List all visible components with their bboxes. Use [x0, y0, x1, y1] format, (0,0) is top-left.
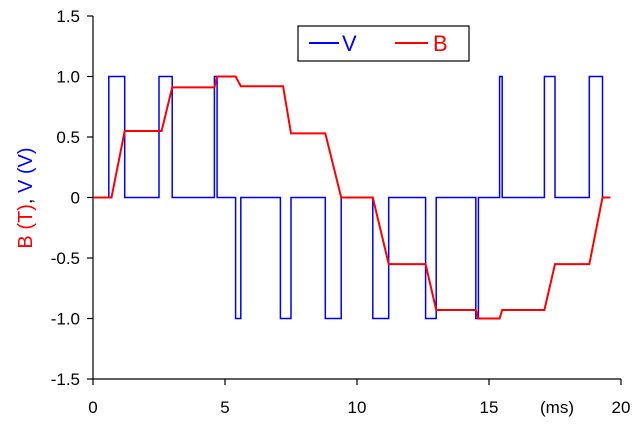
y-tick-label: -0.5 — [51, 249, 80, 268]
series-layer — [93, 75, 611, 320]
y-axis-label: B (T), V (V) — [15, 147, 37, 248]
series-line-b — [93, 75, 611, 320]
y-tick-label: 1.5 — [56, 7, 80, 26]
y-label-part-0: B (T) — [15, 204, 37, 248]
x-tick-label: 0 — [88, 398, 97, 417]
y-tick-label: 1.0 — [56, 68, 80, 87]
x-tick-label: 10 — [348, 398, 367, 417]
y-tick-label: 0.5 — [56, 128, 80, 147]
x-tick-label: 5 — [220, 398, 229, 417]
legend-label-v: V — [342, 31, 357, 56]
y-tick-label: -1.5 — [51, 370, 80, 389]
x-axis-ticks: 0 5 10 15 20 — [88, 379, 630, 417]
y-axis-ticks: 1.5 1.0 0.5 0 -0.5 -1.0 -1.5 — [51, 7, 93, 389]
legend-box — [297, 25, 470, 62]
y-tick-label: -1.0 — [51, 310, 80, 329]
legend-label-b: B — [433, 31, 448, 56]
y-label-part-2: V (V) — [15, 147, 37, 193]
y-label-part-1: , — [15, 193, 37, 204]
x-axis-unit-label: (ms) — [540, 398, 574, 417]
y-tick-label: 0 — [71, 189, 80, 208]
x-tick-label: 15 — [480, 398, 499, 417]
x-tick-label: 20 — [612, 398, 631, 417]
